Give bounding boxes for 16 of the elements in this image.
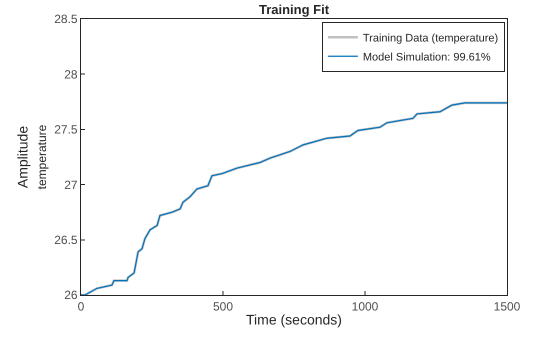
y-tick-label: 28.5 [54,12,78,26]
legend-label: Training Data (temperature) [362,32,498,45]
y-tick-label: 26.5 [54,233,78,247]
y-tick-label: 26 [64,288,78,302]
y-tick-label: 27.5 [54,122,78,137]
y-axis-title: Amplitude [14,126,31,188]
y-tick-label: 28 [64,67,78,82]
x-tick-label: 500 [212,299,234,314]
x-tick-label: 0 [78,299,85,314]
chart-title: Training Fit [258,2,330,18]
text: temperature [34,124,49,190]
y-tick-label: 27 [64,178,78,192]
x-tick-label: 1500 [494,299,521,314]
x-tick-label: 1000 [352,299,379,314]
x-axis-title: Time (seconds) [246,312,342,328]
legend-label: Model Simulation: 99.61% [362,52,491,64]
